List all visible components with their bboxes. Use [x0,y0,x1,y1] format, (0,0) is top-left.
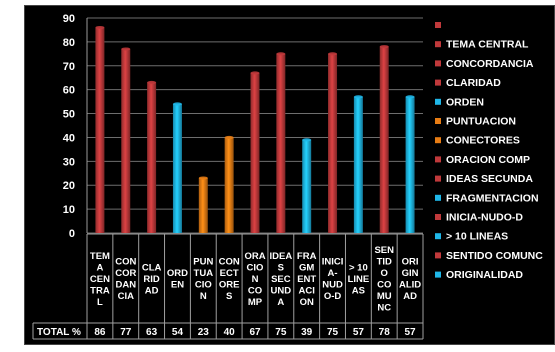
legend-label: ORDEN [446,96,484,108]
legend-label: IDEAS SECUNDA [446,173,533,185]
table-value: 54 [172,327,184,338]
category-label: CLA RID AD [142,262,162,296]
legend-swatch [435,233,441,240]
table-value: 57 [405,327,417,338]
legend-label: SENTIDO COMUNC [446,250,543,262]
legend-label: INICIA-NUDO-D [446,212,523,224]
legend-swatch [435,22,441,28]
bar-top [198,176,208,180]
y-tick-label: 60 [63,85,75,97]
bar-top [121,47,131,51]
table-value: 23 [198,327,210,338]
y-tick-label: 50 [63,109,75,121]
y-tick-label: 10 [63,204,75,216]
y-tick-label: 40 [63,132,75,144]
bar [328,53,338,234]
table-value: 39 [301,327,313,338]
category-label: ORA CIO N CO MP [244,251,265,308]
bar-top [276,52,286,56]
legend-label: CLARIDAD [446,77,501,89]
category-label: SEN TID O CO MU NC [374,245,394,314]
bar-top [328,52,338,56]
table-value: 67 [249,327,261,338]
legend-swatch [435,79,441,86]
category-label: > 10 LINE AS [348,262,370,296]
category-label: ORI GIN ALID AD [399,257,421,303]
bar [276,53,286,234]
bar-top [302,138,312,142]
legend-label: PUNTUACION [446,116,516,128]
legend-swatch [435,194,441,201]
legend-swatch [435,271,441,278]
y-tick-label: 80 [63,37,75,49]
bar-top [250,71,260,75]
bar [147,82,157,233]
legend-swatch [435,118,441,124]
category-label: CON ECT ORE S [219,257,240,303]
category-label: ORD EN [167,268,188,291]
bar [353,96,363,233]
legend-label: ORACION COMP [446,154,530,166]
bar [302,139,312,233]
legend-label: CONCORDANCIA [446,58,534,70]
category-label: IDEA S SEC UND A [269,251,292,308]
bar-top [147,80,157,85]
bar [95,27,105,233]
table-value: 63 [146,327,158,338]
legend-swatch [435,60,441,67]
table-value: 77 [120,327,132,338]
legend-swatch [435,156,441,163]
category-label: INICI A-NUD O-D [322,257,344,303]
legend-label: CONECTORES [446,135,520,147]
bar [250,72,260,233]
legend-label: > 10 LINEAS [446,231,508,243]
bar-top [353,95,363,99]
category-label: FRA GM ENT ACI ON [297,251,317,308]
table-value: 75 [275,327,287,338]
bar [121,49,131,233]
category-label: PUN TUA CIO N [193,257,213,303]
bar-top [95,25,105,30]
category-label: TEM A CEN TRA L [90,251,110,308]
legend-swatch [435,214,441,220]
table-row-label: TOTAL % [37,327,81,338]
legend-swatch [435,175,441,182]
legend-swatch [435,252,441,259]
y-tick-label: 20 [63,180,75,192]
legend-label: ORIGINALIDAD [446,269,523,281]
table-value: 86 [94,327,106,338]
table-value: 40 [224,327,236,338]
bar-top [379,45,389,49]
table-value: 78 [379,327,391,338]
y-tick-label: 70 [63,61,75,73]
legend-label: FRAGMENTACION [446,192,539,204]
table-value: 57 [353,327,365,338]
legend-label: TEMA CENTRAL [446,39,529,51]
chart-frame: 0 10 20 30 40 50 60 70 80 90 TEM A CEN TRA L CON COR DAN C… [24,5,555,345]
legend-swatch [435,137,441,144]
bar-top [172,102,182,106]
bar [405,96,415,233]
legend-swatch [435,41,441,48]
bar [172,104,182,233]
category-label: CON COR DAN CIA [115,257,136,303]
y-tick-label: 30 [63,156,75,168]
bar-top [224,135,234,140]
table-value: 75 [327,327,339,338]
legend-swatch [435,98,441,105]
bar [379,46,389,233]
bar [224,137,234,233]
bar [198,178,208,233]
bar-top [405,95,415,99]
y-tick-label: 90 [63,13,75,25]
y-tick-label: 0 [69,228,75,240]
